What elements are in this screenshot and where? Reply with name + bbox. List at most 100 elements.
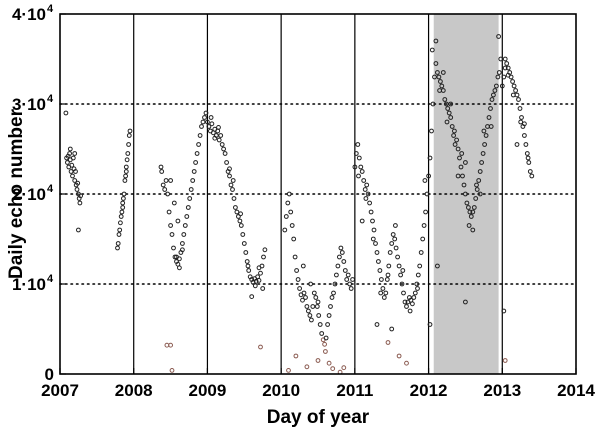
y-tick-exponent: 4 [47, 3, 54, 15]
data-point [307, 313, 313, 318]
data-point [304, 364, 310, 370]
data-point [285, 200, 291, 206]
data-point [342, 268, 348, 273]
data-point [524, 151, 530, 156]
data-point [231, 196, 237, 201]
data-point [435, 263, 440, 269]
data-point [396, 263, 402, 269]
data-point [238, 223, 244, 228]
data-point [300, 263, 306, 269]
data-point [180, 247, 185, 253]
x-tick-label: 2014 [557, 381, 595, 400]
data-point [319, 331, 325, 336]
y-tick-label: 3·10 [12, 95, 46, 114]
y-axis-label: Daily echo number [6, 108, 27, 279]
data-point [501, 74, 507, 80]
data-point [315, 358, 321, 363]
data-point [196, 142, 202, 147]
data-point [163, 178, 169, 183]
data-point [514, 142, 520, 147]
data-point [404, 360, 409, 366]
data-point [452, 128, 457, 134]
data-point [341, 259, 347, 264]
data-point [460, 173, 465, 179]
data-point [294, 268, 300, 273]
data-point [402, 299, 408, 305]
data-point [234, 209, 240, 215]
data-point [392, 236, 398, 242]
data-point [417, 263, 423, 269]
data-point [334, 272, 339, 278]
data-point [525, 155, 531, 161]
x-tick-label: 2013 [483, 381, 521, 400]
data-point [410, 301, 415, 307]
data-point [436, 74, 442, 80]
data-point [295, 277, 301, 282]
data-point [256, 265, 262, 271]
data-point [292, 254, 298, 260]
data-point [430, 101, 436, 107]
data-point [370, 236, 376, 242]
data-point [282, 227, 288, 233]
data-point [291, 236, 297, 242]
data-point [386, 263, 392, 269]
data-point [78, 193, 83, 199]
data-point [429, 128, 434, 134]
data-point [348, 286, 354, 291]
data-point [455, 146, 461, 152]
data-point [448, 101, 454, 107]
data-point [124, 157, 130, 163]
data-point [488, 106, 493, 111]
data-point [457, 155, 462, 161]
data-point [119, 209, 125, 215]
data-point [401, 290, 406, 296]
data-point [159, 169, 165, 174]
data-point [72, 151, 78, 156]
data-point [180, 241, 185, 246]
data-point [353, 151, 359, 156]
data-point [331, 290, 336, 296]
data-point [432, 74, 437, 80]
data-point [256, 278, 262, 283]
data-point [486, 115, 492, 120]
data-point [466, 223, 472, 228]
data-point [393, 223, 398, 228]
data-point [67, 146, 73, 152]
data-point [120, 205, 126, 210]
data-point [393, 245, 399, 251]
data-point [315, 299, 321, 305]
data-point [422, 178, 428, 183]
data-point [383, 290, 389, 296]
data-point [373, 241, 378, 246]
data-point [115, 245, 120, 251]
data-point [328, 304, 333, 309]
data-point [160, 182, 166, 188]
data-point [350, 277, 356, 282]
data-point [396, 353, 402, 359]
y-tick-label: 1·10 [12, 275, 46, 294]
data-point [356, 173, 361, 179]
data-point [261, 254, 266, 260]
data-point [238, 211, 244, 217]
data-point [379, 277, 384, 282]
data-point [381, 295, 387, 300]
data-point [326, 313, 332, 318]
data-point [123, 164, 129, 170]
data-point [411, 295, 417, 300]
data-point [325, 322, 331, 327]
data-point [477, 191, 483, 197]
data-point [249, 294, 255, 300]
data-point [442, 97, 448, 102]
data-point [476, 178, 482, 183]
data-point [63, 110, 69, 116]
data-point [384, 277, 390, 282]
data-point [443, 101, 449, 107]
data-point [522, 121, 527, 127]
data-point [427, 155, 433, 161]
data-point [438, 79, 443, 84]
data-point [513, 88, 518, 93]
data-point [404, 304, 409, 309]
data-point [338, 245, 344, 251]
data-point [444, 119, 450, 125]
